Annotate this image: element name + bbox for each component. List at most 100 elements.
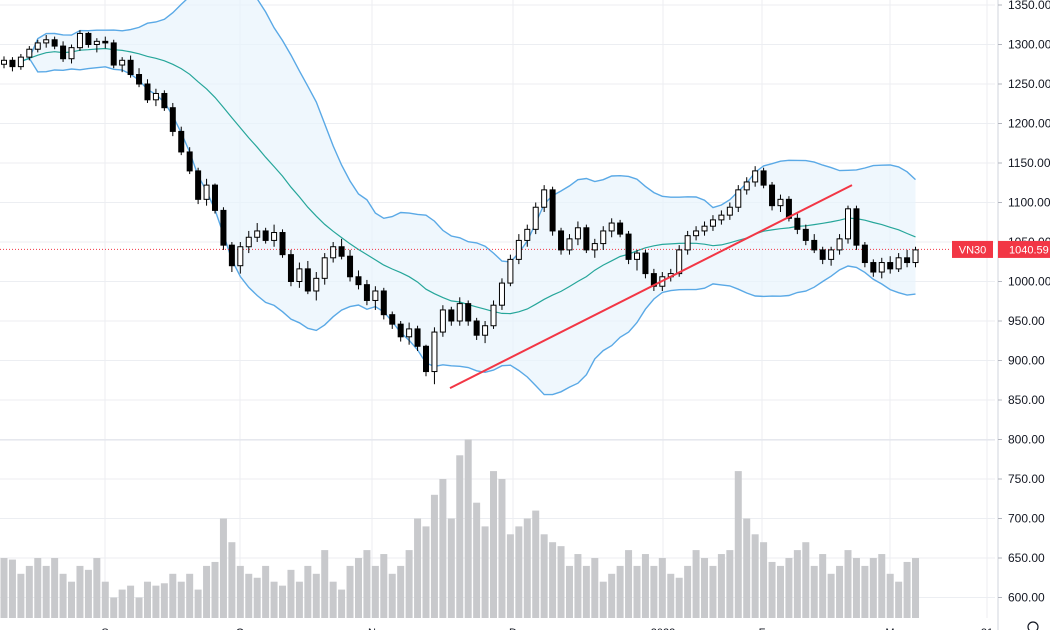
candle-body: [321, 257, 328, 279]
candle-body: [439, 309, 446, 333]
volume-bar: [456, 455, 464, 618]
candle: [701, 221, 708, 236]
candle: [212, 183, 218, 214]
volume-bar: [819, 554, 827, 618]
candle-body: [262, 230, 269, 241]
candle-body: [237, 246, 244, 267]
candle-body: [169, 107, 176, 132]
candle-body: [498, 282, 505, 306]
candle-body: [34, 42, 41, 50]
candle-body: [448, 309, 455, 322]
candle: [482, 321, 489, 344]
candle-body: [870, 262, 877, 273]
candle: [541, 185, 548, 212]
candle-body: [861, 244, 868, 264]
volume-bar: [692, 550, 700, 618]
candle: [819, 246, 826, 265]
x-axis[interactable]: S O N D 2022 F M 21: [101, 627, 993, 630]
volume-bar: [810, 565, 818, 618]
volume-bars: [0, 439, 920, 618]
candle: [406, 322, 413, 345]
candle-body: [287, 254, 294, 282]
candle-body: [414, 328, 421, 347]
grid: [0, 0, 995, 618]
candle: [709, 215, 716, 231]
candle: [355, 270, 362, 290]
y-tick-label: 1150.00: [1008, 156, 1050, 170]
y-axis[interactable]: 1350.00 1300.00 1250.00 1200.00 1150.00 1100.…: [997, 0, 1050, 630]
candle: [144, 79, 151, 103]
volume-bar: [25, 565, 33, 618]
volume-bar: [625, 550, 633, 618]
volume-bar: [641, 554, 649, 618]
candle-body: [110, 42, 117, 66]
candle-body: [811, 239, 818, 251]
volume-bar: [827, 573, 835, 618]
candle-body: [178, 130, 185, 153]
x-tick-label: D: [509, 627, 517, 630]
volume-bar: [447, 518, 455, 618]
candle: [262, 227, 269, 244]
candle: [9, 57, 16, 72]
candle: [43, 35, 50, 48]
candle-body: [85, 32, 92, 45]
candle: [363, 279, 370, 306]
candle: [912, 246, 919, 268]
candle: [887, 256, 894, 274]
volume-bar: [852, 558, 860, 618]
candle-body: [347, 255, 354, 278]
volume-bar: [152, 585, 160, 618]
volume-bar: [430, 494, 438, 618]
volume-bar: [869, 558, 877, 618]
candle-body: [186, 151, 193, 172]
candle: [17, 53, 24, 70]
candle: [794, 213, 801, 235]
candle-body: [608, 222, 615, 232]
volume-bar: [532, 510, 540, 618]
candle: [448, 306, 455, 326]
candle: [296, 262, 303, 288]
volume-bar: [8, 559, 16, 618]
candle-body: [330, 246, 337, 259]
candle: [34, 39, 41, 53]
volume-bar: [878, 554, 886, 618]
candle-body: [634, 252, 640, 260]
candle: [195, 167, 202, 205]
volume-bar: [498, 479, 506, 618]
candle: [558, 227, 565, 255]
x-tick-label: M: [885, 627, 894, 630]
candle: [574, 221, 581, 246]
candle: [102, 36, 109, 49]
candle: [583, 224, 590, 254]
volume-bar: [751, 534, 759, 618]
volume-bar: [68, 581, 76, 618]
candle-body: [490, 304, 497, 327]
candle: [439, 305, 446, 337]
candle: [237, 242, 244, 274]
candle-body: [617, 222, 624, 235]
volume-bar: [549, 542, 557, 618]
volume-bar: [143, 581, 151, 618]
candle: [726, 202, 733, 220]
volume-bar: [540, 534, 548, 618]
settings-gear-icon[interactable]: [1027, 621, 1039, 630]
volume-bar: [515, 526, 523, 618]
candle-body: [26, 48, 33, 58]
volume-bar: [84, 569, 92, 618]
y-tick-label: 1250.00: [1008, 77, 1050, 91]
candle: [870, 259, 877, 277]
candle: [110, 39, 117, 69]
candle: [473, 317, 480, 340]
volume-bar: [405, 550, 413, 618]
candle-body: [853, 208, 860, 246]
candle-body: [726, 206, 733, 216]
candle-body: [583, 227, 590, 251]
candle: [76, 30, 83, 51]
candles: [1, 30, 919, 385]
volume-bar: [346, 565, 354, 618]
candle: [802, 224, 809, 246]
candle: [321, 253, 328, 285]
last-price-badge-bg: [998, 240, 1050, 258]
candle-body: [532, 206, 539, 230]
